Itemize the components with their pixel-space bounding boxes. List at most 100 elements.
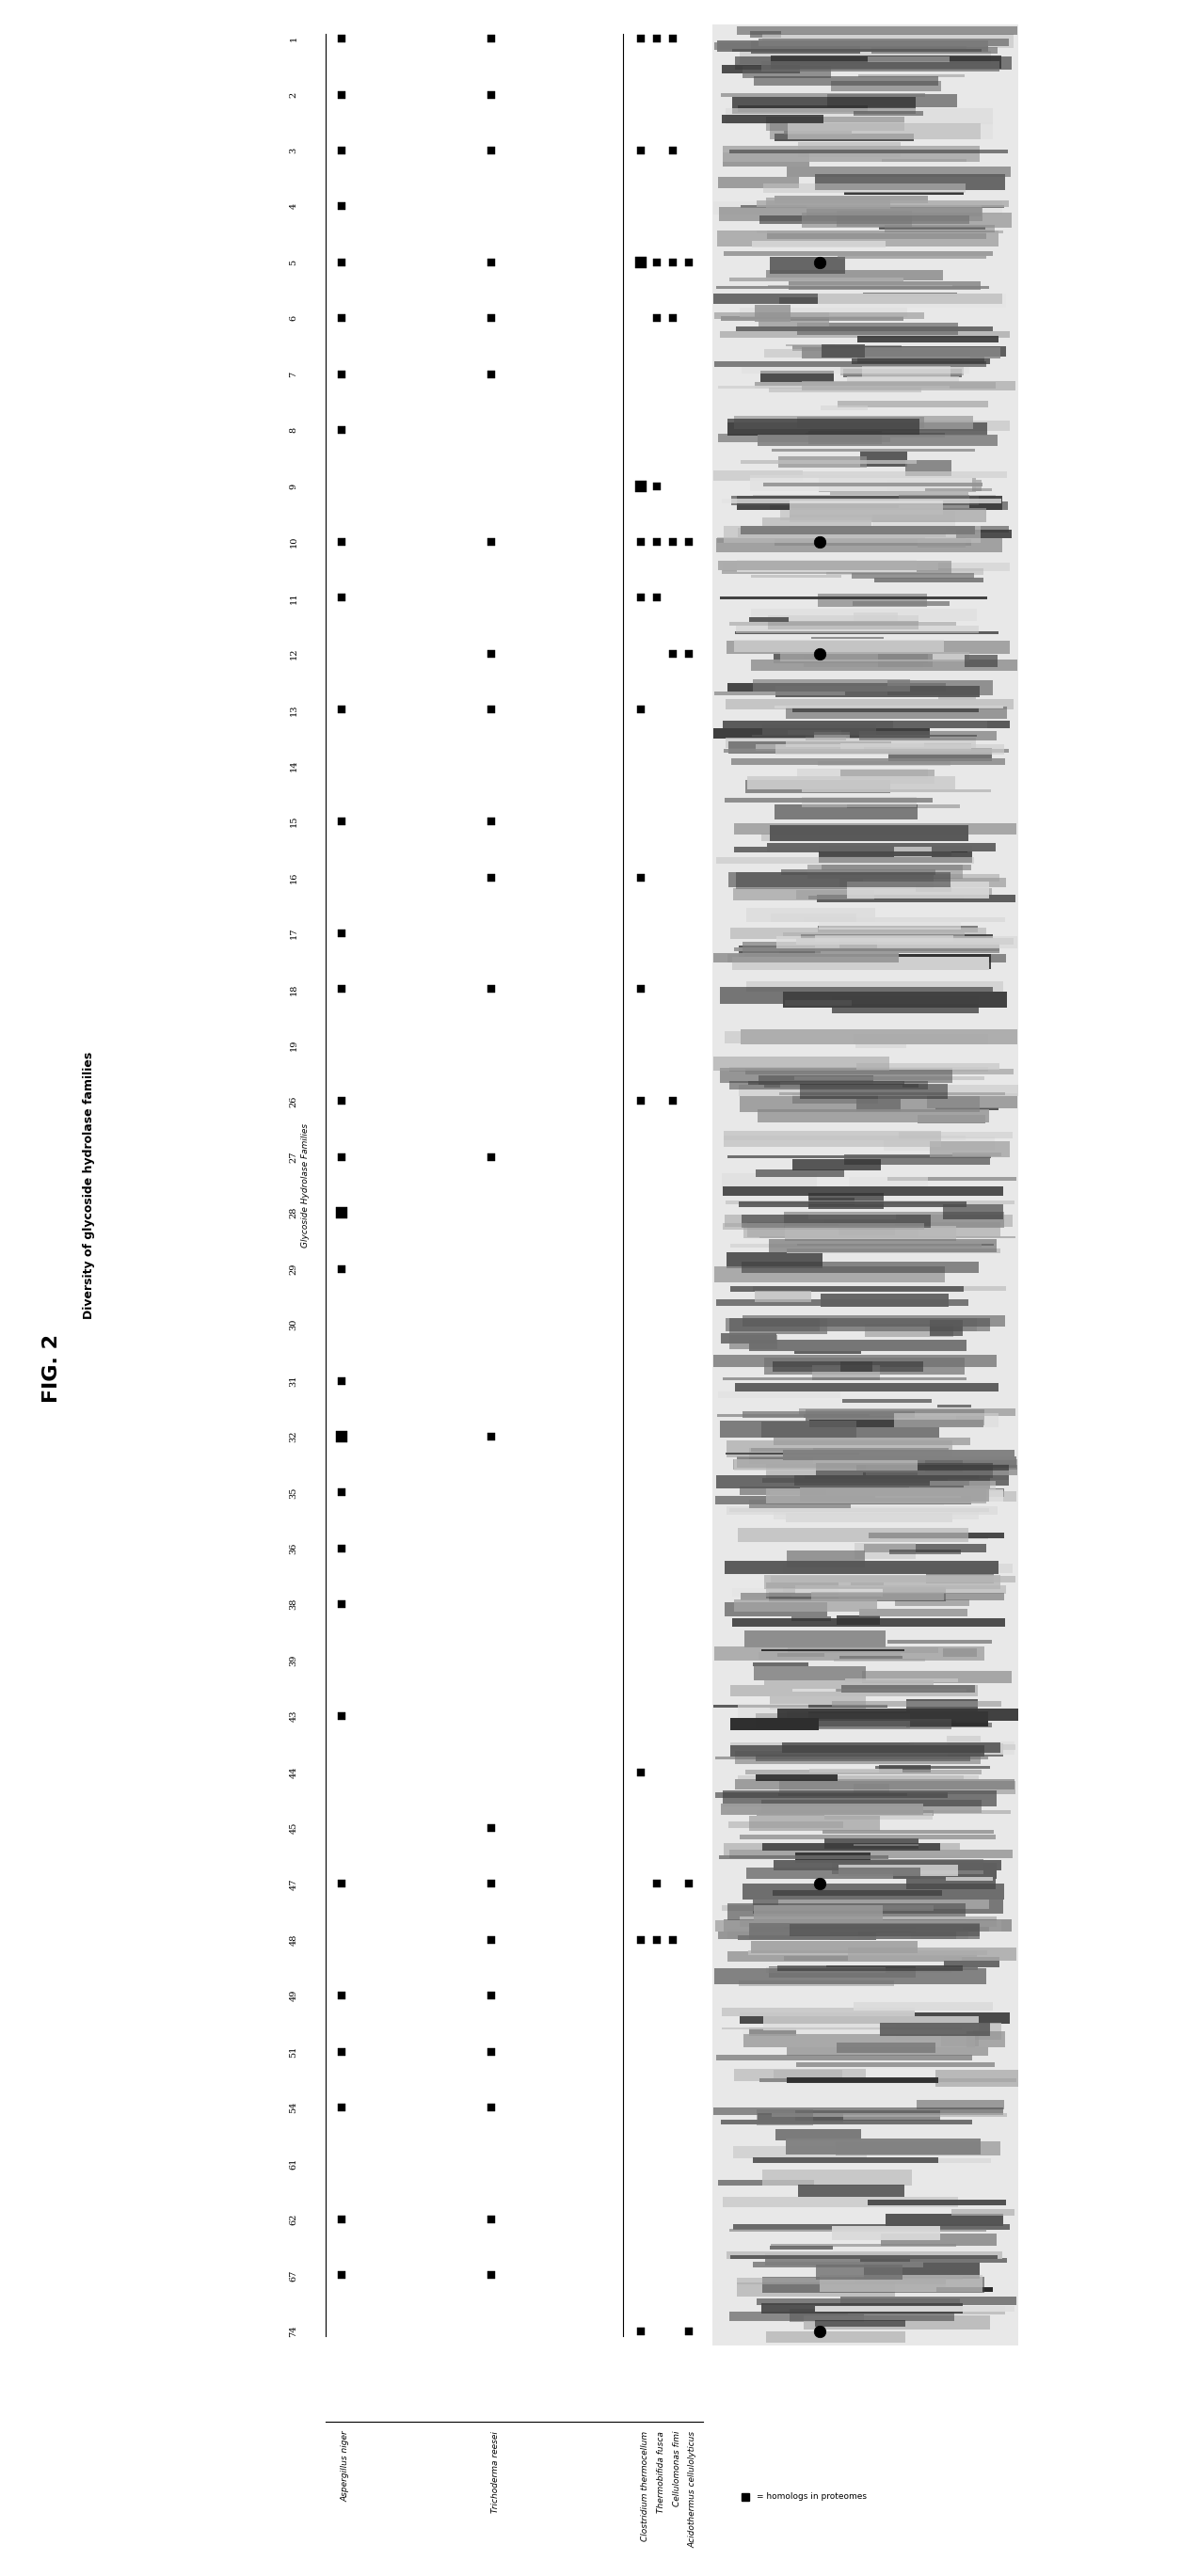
Bar	[756, 201, 1009, 206]
Bar	[801, 796, 916, 806]
Text: 15: 15	[289, 817, 298, 827]
Bar	[772, 54, 1002, 70]
Bar	[730, 1334, 778, 1350]
Bar	[787, 1249, 1000, 1255]
Bar	[738, 1528, 969, 1543]
Bar	[724, 1790, 997, 1806]
Bar	[726, 698, 1014, 708]
Bar	[846, 1680, 958, 1682]
Bar	[745, 1770, 981, 1775]
Bar	[830, 1927, 876, 1940]
Bar	[722, 64, 800, 72]
Bar	[738, 1935, 876, 1940]
Bar	[904, 461, 951, 477]
Bar	[797, 2063, 996, 2066]
Bar	[751, 608, 976, 621]
Bar	[794, 1077, 985, 1079]
Bar	[749, 616, 788, 623]
Bar	[857, 1466, 1009, 1471]
Bar	[758, 1074, 873, 1084]
Bar	[906, 1878, 996, 1888]
Bar	[888, 1641, 992, 1643]
Bar	[792, 708, 979, 711]
Bar	[718, 433, 890, 443]
Bar	[787, 729, 841, 734]
Bar	[939, 1489, 1004, 1497]
Bar	[740, 1030, 1017, 1043]
Bar	[730, 278, 903, 281]
Bar	[815, 935, 954, 943]
Bar	[798, 2184, 904, 2197]
Bar	[761, 371, 834, 381]
Bar	[762, 1844, 940, 1850]
Bar	[720, 987, 993, 1005]
Bar	[728, 873, 951, 886]
Bar	[757, 2110, 813, 2125]
Bar	[800, 1775, 963, 1780]
Bar	[830, 492, 968, 502]
Bar	[730, 1850, 1012, 1857]
Bar	[857, 1100, 901, 1110]
Bar	[716, 538, 1003, 551]
Bar	[774, 1437, 970, 1445]
Bar	[751, 1448, 949, 1453]
Bar	[946, 1736, 981, 1747]
Bar	[755, 1170, 845, 1177]
Bar	[863, 873, 999, 881]
Bar	[756, 1713, 910, 1728]
Bar	[737, 626, 979, 634]
Bar	[869, 1533, 1004, 1538]
Bar	[742, 1262, 979, 1273]
Bar	[831, 1700, 1002, 1708]
Text: 39: 39	[289, 1654, 298, 1667]
Bar	[773, 1891, 943, 1896]
Bar	[727, 683, 946, 693]
Bar	[770, 124, 981, 139]
Bar	[783, 1211, 1004, 1229]
Bar	[779, 951, 821, 956]
Bar	[724, 250, 993, 255]
Bar	[937, 1404, 970, 1406]
Text: 51: 51	[289, 2045, 298, 2058]
Bar	[755, 1775, 837, 1783]
Bar	[724, 1919, 1011, 1932]
Bar	[852, 358, 990, 363]
Bar	[821, 404, 867, 410]
Bar	[770, 1695, 866, 1710]
Bar	[860, 451, 907, 466]
Bar	[937, 2287, 993, 2293]
Bar	[761, 2303, 962, 2313]
Bar	[910, 1929, 968, 1940]
Text: Diversity of glycoside hydrolase families: Diversity of glycoside hydrolase familie…	[84, 1051, 96, 1319]
Bar	[760, 216, 969, 224]
Bar	[734, 824, 1017, 835]
Bar	[743, 1316, 1005, 1327]
Bar	[713, 294, 1003, 304]
Bar	[855, 2277, 945, 2290]
Bar	[730, 1066, 988, 1072]
Bar	[942, 2035, 979, 2045]
Bar	[852, 572, 974, 577]
Bar	[745, 956, 991, 969]
Bar	[837, 2043, 936, 2053]
Bar	[733, 2146, 867, 2159]
Bar	[815, 175, 1005, 191]
Bar	[818, 592, 927, 605]
Bar	[789, 1924, 980, 1937]
Bar	[840, 742, 972, 752]
Bar	[789, 500, 943, 515]
Text: 49: 49	[289, 1989, 298, 2002]
Bar	[816, 2321, 906, 2326]
Bar	[734, 57, 1011, 70]
Text: Cellulomonas fimi: Cellulomonas fimi	[673, 2432, 682, 2506]
Bar	[722, 1378, 966, 1381]
Bar	[797, 938, 1014, 945]
Bar	[739, 1718, 951, 1728]
Bar	[894, 1862, 997, 1878]
Bar	[822, 345, 865, 358]
Bar	[837, 255, 986, 258]
Text: Aspergillus niger: Aspergillus niger	[341, 2432, 350, 2501]
Bar	[782, 1564, 1014, 1574]
Bar	[755, 381, 996, 389]
Bar	[801, 348, 1000, 358]
